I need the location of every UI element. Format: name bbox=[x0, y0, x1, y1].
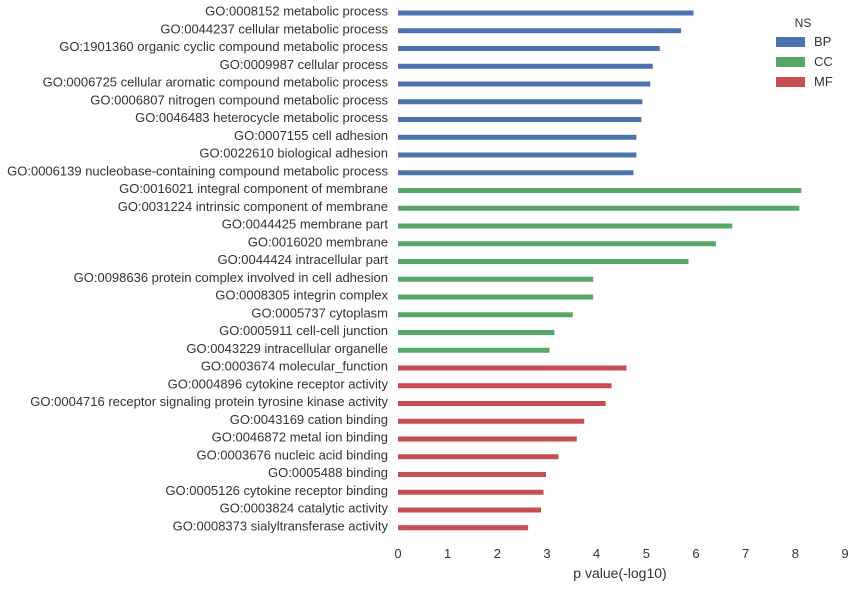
x-tick-label: 3 bbox=[543, 546, 550, 561]
category-labels: GO:0008152 metabolic process GO:0044237 c… bbox=[7, 4, 388, 534]
category-label: GO:0043229 intracellular organelle bbox=[186, 341, 388, 356]
category-label: GO:0043169 cation binding bbox=[230, 412, 388, 427]
x-tick-label: 2 bbox=[494, 546, 501, 561]
x-axis-label: p value(-log10) bbox=[573, 565, 666, 581]
x-axis: 0 1 2 3 4 5 6 7 8 9 bbox=[394, 546, 848, 561]
bar bbox=[398, 117, 642, 122]
bar bbox=[398, 383, 612, 389]
category-label: GO:0046483 heterocycle metabolic process bbox=[135, 110, 388, 125]
bar bbox=[398, 188, 802, 193]
category-label: GO:0005126 cytokine receptor binding bbox=[165, 483, 388, 498]
legend-swatch bbox=[776, 77, 805, 87]
x-tick-label: 1 bbox=[444, 546, 451, 561]
category-label: GO:0008305 integrin complex bbox=[215, 288, 388, 303]
category-label: GO:0046872 metal ion binding bbox=[212, 430, 388, 445]
category-label: GO:0004716 receptor signaling protein ty… bbox=[30, 394, 388, 409]
bar bbox=[398, 205, 800, 211]
category-label: GO:0004896 cytokine receptor activity bbox=[168, 376, 389, 391]
bar bbox=[398, 170, 634, 176]
category-label: GO:0044237 cellular metabolic process bbox=[160, 21, 388, 36]
bar bbox=[398, 525, 529, 531]
category-label: GO:0044424 intracellular part bbox=[217, 252, 388, 267]
x-tick-label: 4 bbox=[593, 546, 600, 561]
category-label: GO:0044425 membrane part bbox=[222, 217, 389, 232]
legend-label: CC bbox=[814, 54, 833, 69]
x-tick-label: 5 bbox=[643, 546, 650, 561]
bar bbox=[398, 365, 627, 371]
bar bbox=[398, 330, 555, 335]
bar bbox=[398, 99, 643, 105]
bar bbox=[398, 489, 544, 495]
category-label: GO:0003824 catalytic activity bbox=[220, 501, 389, 516]
bar bbox=[398, 134, 637, 140]
category-label: GO:0003674 molecular_function bbox=[201, 359, 388, 374]
bar bbox=[398, 347, 550, 353]
bar bbox=[398, 46, 660, 51]
bar bbox=[398, 152, 637, 158]
bar bbox=[398, 436, 577, 442]
category-label: GO:0008152 metabolic process bbox=[205, 4, 388, 19]
legend-swatch bbox=[776, 57, 805, 67]
legend-label: BP bbox=[814, 34, 831, 49]
x-tick-label: 8 bbox=[792, 546, 799, 561]
bar bbox=[398, 81, 651, 87]
bar bbox=[398, 507, 542, 513]
x-tick-label: 7 bbox=[742, 546, 749, 561]
bar bbox=[398, 276, 594, 282]
category-label: GO:0098636 protein complex involved in c… bbox=[74, 270, 388, 285]
bar bbox=[398, 312, 573, 318]
bar bbox=[398, 294, 594, 300]
bar bbox=[398, 418, 585, 424]
category-label: GO:1901360 organic cyclic compound metab… bbox=[59, 39, 388, 54]
bar bbox=[398, 454, 559, 460]
bar bbox=[398, 28, 682, 34]
category-label: GO:0031224 intrinsic component of membra… bbox=[118, 199, 388, 214]
legend-label: MF bbox=[814, 74, 833, 89]
category-label: GO:0005488 binding bbox=[268, 465, 388, 480]
bar bbox=[398, 401, 606, 406]
bar bbox=[398, 63, 653, 69]
legend-swatch bbox=[776, 37, 805, 47]
category-label: GO:0007155 cell adhesion bbox=[234, 128, 388, 143]
bar bbox=[398, 223, 733, 229]
category-label: GO:0008373 sialyltransferase activity bbox=[173, 518, 389, 533]
category-label: GO:0006807 nitrogen compound metabolic p… bbox=[90, 92, 388, 107]
bar bbox=[398, 472, 547, 477]
bar bbox=[398, 259, 689, 264]
legend: NS BP CC MF bbox=[776, 16, 833, 89]
legend-title: NS bbox=[795, 16, 812, 30]
category-label: GO:0005911 cell-cell junction bbox=[219, 323, 388, 338]
x-tick-label: 6 bbox=[692, 546, 699, 561]
category-label: GO:0005737 cytoplasm bbox=[251, 305, 388, 320]
category-label: GO:0006139 nucleobase-containing compoun… bbox=[7, 163, 388, 178]
category-label: GO:0016020 membrane bbox=[248, 234, 388, 249]
bar bbox=[398, 10, 694, 16]
bar bbox=[398, 241, 716, 247]
bars-layer bbox=[398, 10, 802, 531]
x-tick-label: 9 bbox=[841, 546, 848, 561]
category-label: GO:0009987 cellular process bbox=[220, 57, 389, 72]
category-label: GO:0022610 biological adhesion bbox=[199, 146, 388, 161]
x-tick-label: 0 bbox=[394, 546, 401, 561]
category-label: GO:0006725 cellular aromatic compound me… bbox=[43, 75, 389, 90]
category-label: GO:0003676 nucleic acid binding bbox=[196, 447, 388, 462]
category-label: GO:0016021 integral component of membran… bbox=[119, 181, 388, 196]
